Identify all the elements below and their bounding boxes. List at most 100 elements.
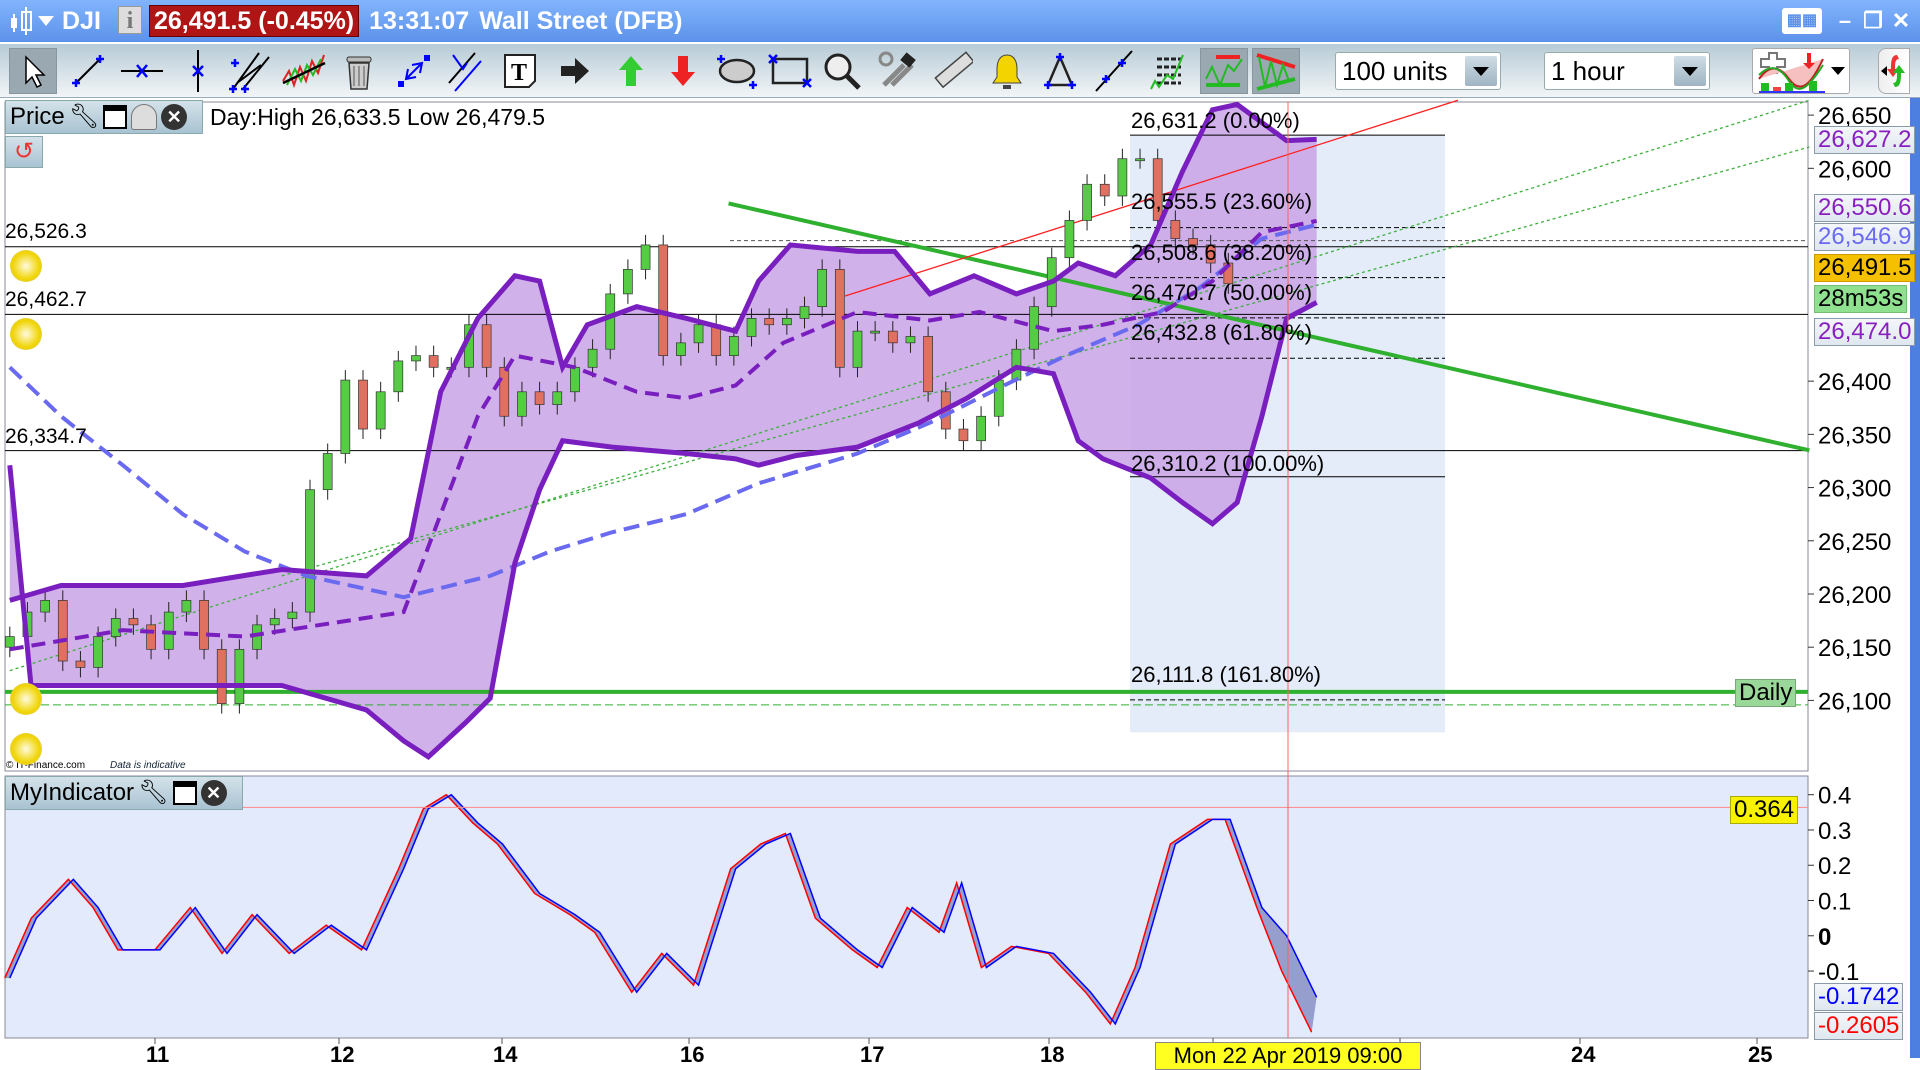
swap-panel-button[interactable]: [1878, 48, 1910, 94]
alert-tool[interactable]: [983, 48, 1031, 94]
candle: [1223, 262, 1234, 285]
candle: [322, 453, 333, 491]
price-tick-label: 26,600: [1818, 156, 1891, 183]
indicator-tick-label: 0.4: [1818, 783, 1851, 810]
trash-icon: [346, 56, 372, 90]
red-line-tag: -0.2605: [1814, 1012, 1904, 1040]
chevron-down-icon[interactable]: [1831, 67, 1845, 75]
swap-direction-button[interactable]: ↺: [5, 136, 43, 168]
symbol-name[interactable]: DJI: [62, 7, 101, 35]
crosshair-date-label: Mon 22 Apr 2019 09:00: [1155, 1042, 1421, 1070]
units-select[interactable]: 100 units: [1335, 52, 1501, 90]
wrench-icon[interactable]: 🔧︎: [138, 779, 169, 806]
alert-bell-icon[interactable]: [10, 250, 42, 282]
down-arrow-tool[interactable]: [659, 48, 707, 94]
interval-select[interactable]: 1 hour: [1544, 52, 1710, 90]
pattern-tool[interactable]: [1200, 48, 1248, 94]
window-icon[interactable]: [172, 781, 197, 805]
ray-tool[interactable]: [1090, 48, 1138, 94]
fib-label: 26,555.5 (23.60%): [1131, 189, 1313, 214]
candle: [870, 330, 880, 334]
info-icon[interactable]: i: [118, 6, 142, 34]
alert-bell-icon[interactable]: [10, 733, 42, 765]
triangle-pattern-tool[interactable]: [1252, 48, 1300, 94]
bell-icon[interactable]: [131, 104, 158, 130]
rectangle-tool[interactable]: [766, 48, 814, 94]
candle: [1064, 220, 1075, 259]
arrow-tool[interactable]: [551, 48, 599, 94]
indicator-red-line: [4, 793, 1313, 1033]
chevron-down-icon[interactable]: [1674, 56, 1706, 86]
candle: [57, 600, 68, 662]
ruler-icon: [934, 51, 973, 89]
horizontal-line-tool[interactable]: [118, 48, 166, 94]
zoom-tool[interactable]: [818, 48, 866, 94]
arrow-down-icon: [671, 56, 695, 86]
triangle-icon: [1044, 53, 1076, 89]
date-tick: 24: [1571, 1042, 1596, 1067]
close-icon[interactable]: ✕: [161, 104, 188, 130]
wrench-icon[interactable]: 🔧︎: [68, 103, 100, 130]
ray-icon: [1095, 50, 1133, 92]
tools-tool[interactable]: [874, 48, 922, 94]
window-icon[interactable]: [103, 105, 128, 129]
magnifier-icon: [824, 53, 861, 90]
candle: [729, 336, 739, 356]
text-tool[interactable]: T: [496, 48, 544, 94]
pointer-tool[interactable]: [9, 48, 57, 94]
right-edge-scrollbar[interactable]: [1910, 98, 1920, 1058]
ellipse-tool[interactable]: [714, 48, 762, 94]
listing-tool[interactable]: [1145, 48, 1193, 94]
indicator-icon: [1758, 52, 1825, 93]
vertical-line-icon: [192, 50, 204, 92]
ruler-tool[interactable]: [929, 48, 977, 94]
tools-icon: [878, 51, 916, 87]
alert-bell-icon[interactable]: [10, 683, 42, 715]
fib-label: 26,432.8 (61.80%): [1131, 320, 1313, 345]
indicator-tick-label: 0.3: [1818, 818, 1851, 845]
trend-line-tool[interactable]: [64, 48, 112, 94]
units-select-value: 100 units: [1342, 56, 1448, 86]
bollinger-lower-line: [7, 300, 1318, 760]
price-tick-label: 26,200: [1818, 582, 1891, 609]
close-icon[interactable]: ✕: [200, 780, 227, 806]
ellipse-icon: [717, 55, 757, 89]
level-label: 26,334.7: [5, 425, 87, 448]
close-icon[interactable]: ✕: [1891, 8, 1911, 33]
restore-icon[interactable]: ❐: [1863, 8, 1883, 33]
chart-canvas[interactable]: 26,650 26,600 26,400 26,350 26,300 26,250 26,2…: [0, 98, 1920, 1058]
wave-icon: [282, 54, 326, 89]
indicator-panel-header: MyIndicator 🔧︎ ✕: [5, 776, 243, 810]
keyboard-icon[interactable]: ▦▦: [1782, 8, 1822, 34]
bollinger-middle-line: [9, 218, 1318, 652]
fib-label: 26,111.8 (161.80%): [1131, 662, 1321, 687]
price-tick-label: 26,150: [1818, 635, 1891, 662]
disclaimer: Data is indicative: [110, 760, 186, 771]
triangle-tool[interactable]: [1036, 48, 1084, 94]
chevron-down-icon[interactable]: [1465, 56, 1497, 86]
add-indicator-button[interactable]: [1752, 48, 1850, 94]
wave-tool[interactable]: [280, 48, 328, 94]
middle-band-tag: 26,550.6: [1814, 194, 1916, 222]
date-tick: 11: [146, 1042, 170, 1067]
candle: [993, 379, 1004, 417]
date-tick: 18: [1040, 1042, 1065, 1067]
vertical-line-tool[interactable]: [174, 48, 222, 94]
trend-line-icon: [72, 55, 104, 87]
candlestick-icon[interactable]: [8, 6, 38, 36]
listing-icon: [1150, 54, 1184, 90]
resize-line-tool[interactable]: [390, 48, 438, 94]
up-arrow-tool[interactable]: [607, 48, 655, 94]
minimize-icon[interactable]: –: [1838, 8, 1852, 33]
ma-tag: 26,546.9: [1814, 223, 1916, 251]
delete-all-tool[interactable]: [335, 48, 383, 94]
arrow-up-icon: [619, 56, 643, 86]
chevron-down-icon[interactable]: [38, 16, 54, 26]
parallel-line-tool[interactable]: [441, 48, 489, 94]
trendline: [728, 201, 1810, 453]
blue-line-tag: -0.1742: [1814, 983, 1904, 1011]
candle: [411, 355, 421, 362]
channel-tool[interactable]: [225, 48, 273, 94]
upper-band-tag: 26,627.2: [1814, 126, 1916, 154]
alert-bell-icon[interactable]: [10, 318, 42, 350]
